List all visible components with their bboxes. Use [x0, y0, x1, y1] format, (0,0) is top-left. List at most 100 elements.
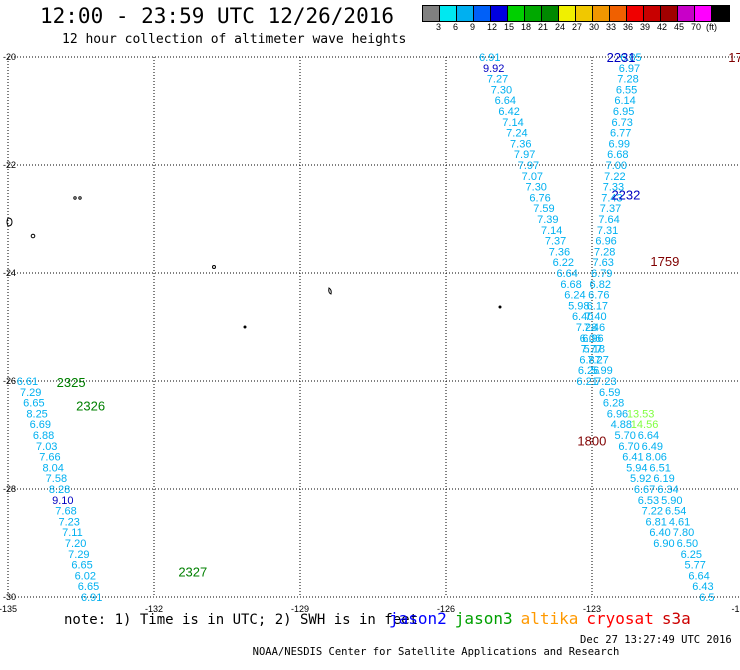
wave-height-label: 6.40: [649, 527, 670, 539]
wave-height-label: 6.06: [580, 333, 601, 345]
map-grid: [7, 56, 740, 598]
wave-height-label: 9.10: [52, 495, 73, 507]
wave-height-label: 6.54: [665, 506, 686, 518]
wave-height-label: 6.91: [81, 592, 102, 604]
credit-line: NOAA/NESDIS Center for Satellite Applica…: [240, 634, 732, 670]
wave-height-label: 6.43: [692, 581, 713, 593]
wave-height-label: 7.30: [491, 84, 512, 96]
colorbar-swatch: [627, 6, 644, 21]
wave-height-label: 4.88: [611, 419, 632, 431]
colorbar-label: 33: [606, 22, 617, 32]
pass-number-label: 2231: [607, 50, 636, 65]
wave-height-label: 7.30: [526, 182, 547, 194]
colorbar-swatch: [457, 6, 474, 21]
wave-height-label: 7.66: [39, 452, 60, 464]
colorbar-label: 6: [453, 22, 459, 32]
wave-height-label: 6.5: [699, 592, 714, 604]
wave-height-label: 6.64: [688, 570, 709, 582]
island: [6, 217, 13, 227]
satellite-legend: jason2 jason3 altika cryosat s3a: [389, 609, 699, 628]
legend-altika: altika: [520, 609, 579, 628]
altimeter-tracks: 6.919.927.277.306.646.427.147.247.367.97…: [17, 52, 715, 604]
wave-height-label: 5.77: [684, 560, 705, 572]
wave-height-label: 6.55: [616, 84, 637, 96]
wave-height-label: 7.00: [606, 160, 627, 172]
generation-date: Dec 27 13:27:49 UTC 2016: [580, 634, 732, 646]
colorbar-swatch: [440, 6, 457, 21]
wave-height-label: 6.02: [75, 570, 96, 582]
wave-height-label: 7.28: [594, 246, 615, 258]
colorbar-label: (ft): [706, 22, 717, 32]
colorbar-label: 27: [572, 22, 583, 32]
wave-height-label: 7.11: [62, 527, 83, 539]
colorbar-swatch: [644, 6, 661, 21]
colorbar-label: 12: [487, 22, 498, 32]
wave-height-label: 6.19: [653, 473, 674, 485]
wave-height-label: 7.80: [673, 527, 694, 539]
colorbar-label: 24: [555, 22, 566, 32]
wave-height-label: 7.40: [585, 311, 606, 323]
pass-labels: 223117582232175922332325232618002232327: [57, 50, 740, 580]
wave-height-label: 6.81: [645, 516, 666, 528]
colorbar-label: 30: [589, 22, 600, 32]
wave-height-label: 6.70: [618, 441, 639, 453]
wave-height-label: 7.27: [587, 354, 608, 366]
wave-height-label: 6.97: [619, 63, 640, 75]
colorbar-swatch: [593, 6, 610, 21]
map-subtitle: 12 hour collection of altimeter wave hei…: [62, 32, 407, 47]
wave-height-label: 6.34: [657, 484, 678, 496]
colorbar-label: 36: [623, 22, 634, 32]
wave-height-label: 6.59: [599, 387, 620, 399]
colorbar-swatch: [576, 6, 593, 21]
wave-height-label: 6.79: [591, 268, 612, 280]
altimeter-map: 6.919.927.277.306.646.427.147.247.367.97…: [0, 50, 740, 614]
wave-height-label: 6.65: [78, 581, 99, 593]
wave-height-label: 6.90: [653, 538, 674, 550]
wave-height-label: 5.94: [626, 462, 647, 474]
colorbar-label: 21: [538, 22, 549, 32]
wave-height-label: 7.77: [581, 344, 602, 356]
wave-height-label: 6.76: [588, 290, 609, 302]
wave-height-label: 6.21: [576, 376, 597, 388]
wave-height-label: 6.68: [560, 279, 581, 291]
wave-height-label: 6.65: [71, 560, 92, 572]
pass-number-label: 1800: [577, 433, 606, 448]
wave-height-label: 7.29: [68, 549, 89, 561]
wave-height-label: 7.97: [514, 149, 535, 161]
wave-height-label: 5.92: [630, 473, 651, 485]
wave-height-label: 7.59: [533, 203, 554, 215]
colorbar-swatch: [474, 6, 491, 21]
wave-height-label: 6.26: [578, 365, 599, 377]
legend-s3a: s3a: [661, 609, 691, 628]
wave-height-label: 6.85: [620, 52, 641, 64]
wave-height-label: 8.04: [42, 462, 63, 474]
colorbar-swatch: [508, 6, 525, 21]
island: [328, 287, 332, 295]
wave-height-label: 6.68: [607, 149, 628, 161]
wave-height-label: 7.36: [549, 246, 570, 258]
wave-height-label: 7.33: [603, 182, 624, 194]
colorbar-swatch: [542, 6, 559, 21]
wave-height-label: 13.53: [627, 408, 655, 420]
wave-height-label: 7.37: [600, 203, 621, 215]
wave-height-label: 7.22: [604, 171, 625, 183]
lon-tick-label: -135: [0, 604, 17, 614]
wave-height-label: 6.73: [611, 117, 632, 129]
colorbar-label: 3: [436, 22, 442, 32]
wave-height-label: 6.51: [649, 462, 670, 474]
wave-height-label: 7.43: [601, 192, 622, 204]
wave-height-label: 6.69: [30, 419, 51, 431]
colorbar-swatch: [695, 6, 712, 21]
wave-height-label: 6.65: [23, 398, 44, 410]
wave-height-label: 7.97: [518, 160, 539, 172]
wave-height-label: 5.99: [591, 365, 612, 377]
pass-number-label: 2327: [178, 565, 207, 580]
wave-height-label: 6.50: [677, 538, 698, 550]
colorbar-swatch: [559, 6, 576, 21]
island: [73, 196, 77, 200]
wave-height-label: 7.28: [617, 74, 638, 86]
colorbar-swatch: [525, 6, 542, 21]
lon-tick-label: -12: [731, 604, 740, 614]
wave-height-colorbar: [422, 5, 730, 22]
wave-height-label: 6.25: [681, 549, 702, 561]
